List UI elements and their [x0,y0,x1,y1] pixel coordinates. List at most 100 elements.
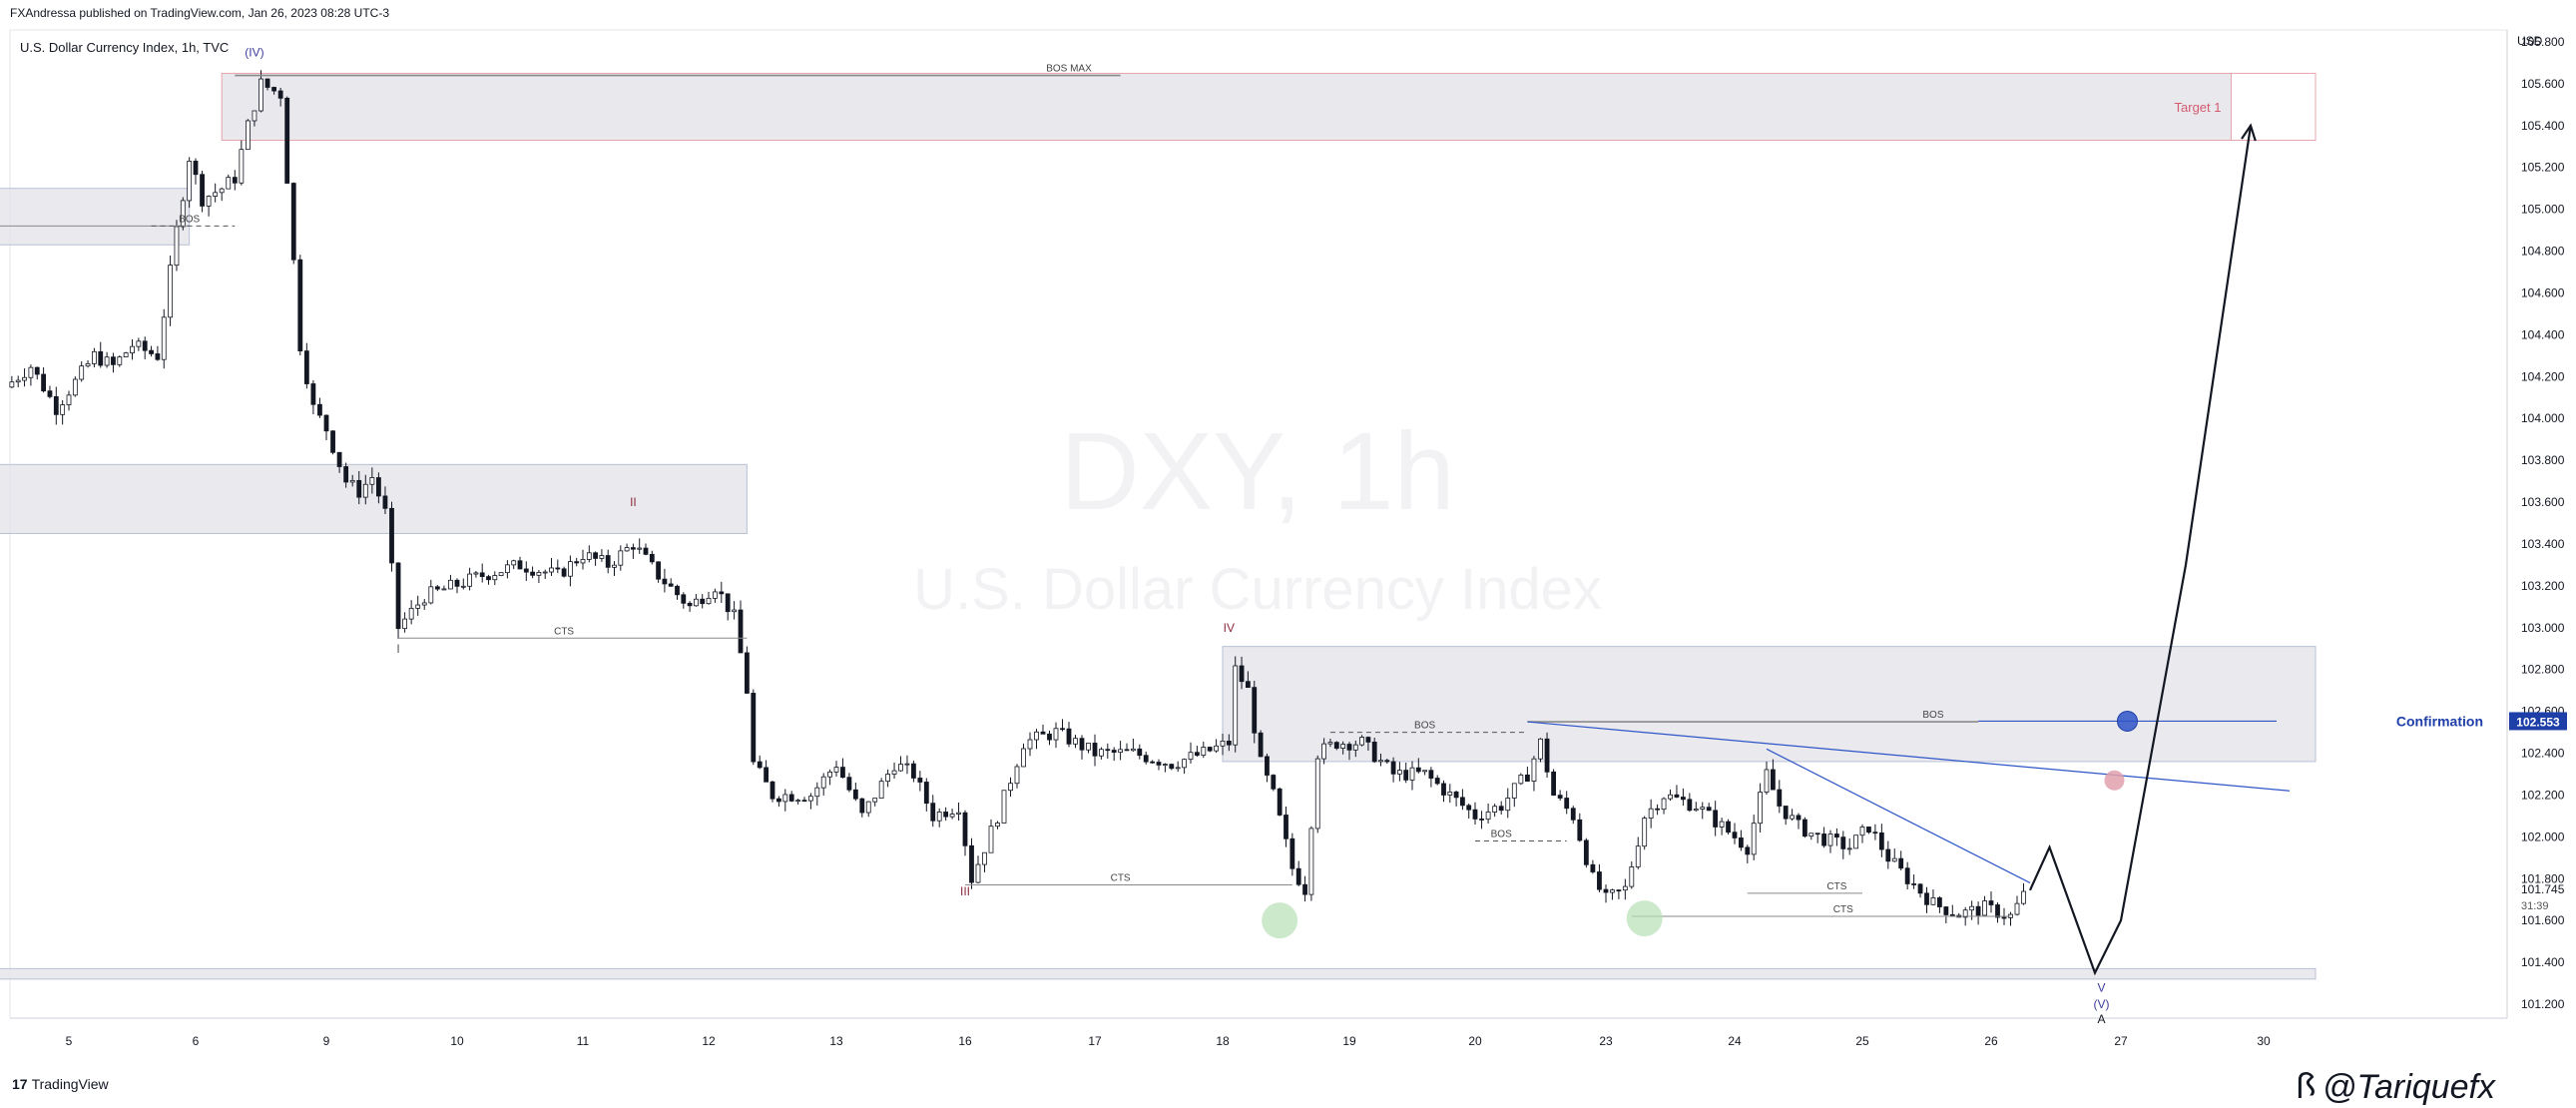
candle-body [788,794,794,802]
candle-body [764,767,769,783]
candle-body [434,586,440,590]
x-tick-6: 13 [829,1034,843,1048]
level-label-7: CTS [1826,881,1846,892]
candle-body [297,259,303,352]
candle-body [1092,743,1098,757]
candle-body [336,451,342,467]
candle-body [637,547,643,550]
candle-body [1034,731,1039,741]
candle-body [1201,747,1207,756]
y-tick-1: 105.600 [2521,77,2565,91]
candle-body [2021,890,2026,904]
candle-body [1428,770,1434,779]
candle-body [349,479,355,483]
wave-label-4: III [960,884,970,898]
candle-body [1390,761,1396,775]
candle-body [1962,909,1968,918]
candle-body [155,353,161,360]
candle-body [1308,828,1314,895]
y-tick-11: 103.600 [2521,495,2565,509]
candle-body [1610,889,1615,893]
candle-body [1803,819,1807,837]
candle-body [1226,741,1232,746]
marker-2 [1262,902,1298,939]
candle-body [1771,769,1776,791]
tradingview-logo[interactable]: 17 TradingView [12,1076,109,1092]
level-label-5: BOS [1491,830,1512,840]
x-tick-4: 11 [577,1034,590,1048]
candle-body [801,800,807,803]
level-label-6: CTS [1111,873,1131,884]
candle-body [936,812,942,822]
candle-body [751,693,757,763]
candle-body [1008,783,1013,792]
wave-label-0: (IV) [245,46,263,60]
trendline-1 [1766,748,2031,883]
candle-body [917,778,923,783]
candle-body [428,586,434,604]
candle-body [568,561,573,577]
candle-body [1777,789,1783,807]
y-tick-21: 101.600 [2521,913,2565,927]
candle-body [1622,885,1628,891]
x-tick-7: 16 [958,1034,972,1048]
candle-body [180,200,186,228]
candle-body [60,404,66,415]
y-tick-4: 105.000 [2521,203,2565,217]
candle-body [1739,837,1744,848]
candle-body [123,352,129,357]
candle-body [618,550,624,566]
tradingview-logo-text: TradingView [31,1076,109,1092]
candle-body [2014,902,2020,915]
candle-body [200,174,205,207]
candle-body [356,479,362,498]
candle-body [1518,774,1524,785]
candle-body [1982,900,1987,916]
wave-label-7: A [2097,1012,2105,1026]
candle-body [962,812,968,846]
candle-body [22,376,27,381]
candle-body [15,379,21,383]
candle-body [111,356,116,365]
candle-body [1814,832,1820,835]
y-tick-19: 102.000 [2521,830,2565,843]
target-label: Target 1 [2175,100,2222,115]
candle-body [911,763,916,779]
instrument-title: U.S. Dollar Currency Index, 1h, TVC [20,40,230,55]
candle-body [1745,846,1751,855]
y-tick-0: 105.800 [2521,35,2565,49]
candle-body [479,572,485,578]
candle-body [1538,738,1543,760]
candle-body [687,602,693,607]
y-tick-7: 104.400 [2521,327,2565,341]
candle-body [1498,806,1504,812]
projection-path [2028,125,2253,976]
candle-body [814,787,820,798]
candle-body [1384,760,1390,763]
candle-body [878,781,884,800]
candle-body [1403,770,1409,781]
candle-body [656,561,661,580]
candle-body [486,576,491,581]
candle-body [1642,818,1648,847]
candle-body [891,770,897,775]
y-tick-5: 104.800 [2521,245,2565,259]
candle-body [1246,681,1251,689]
candle-body [1027,739,1033,750]
x-tick-16: 27 [2114,1034,2128,1048]
candle-body [1885,848,1891,862]
level-label-8: CTS [1833,904,1853,915]
candle-body [706,597,712,605]
candle-body [795,800,800,803]
confirmation-label: Confirmation [2396,713,2483,729]
candle-body [1047,733,1052,741]
candle-body [1131,748,1136,752]
candle-body [523,568,529,573]
candle-body [1472,809,1478,820]
candle-body [1182,759,1187,769]
candle-body [833,767,839,773]
candle-body [1188,752,1194,761]
candle-body [1214,745,1219,752]
candle-body [700,598,706,605]
